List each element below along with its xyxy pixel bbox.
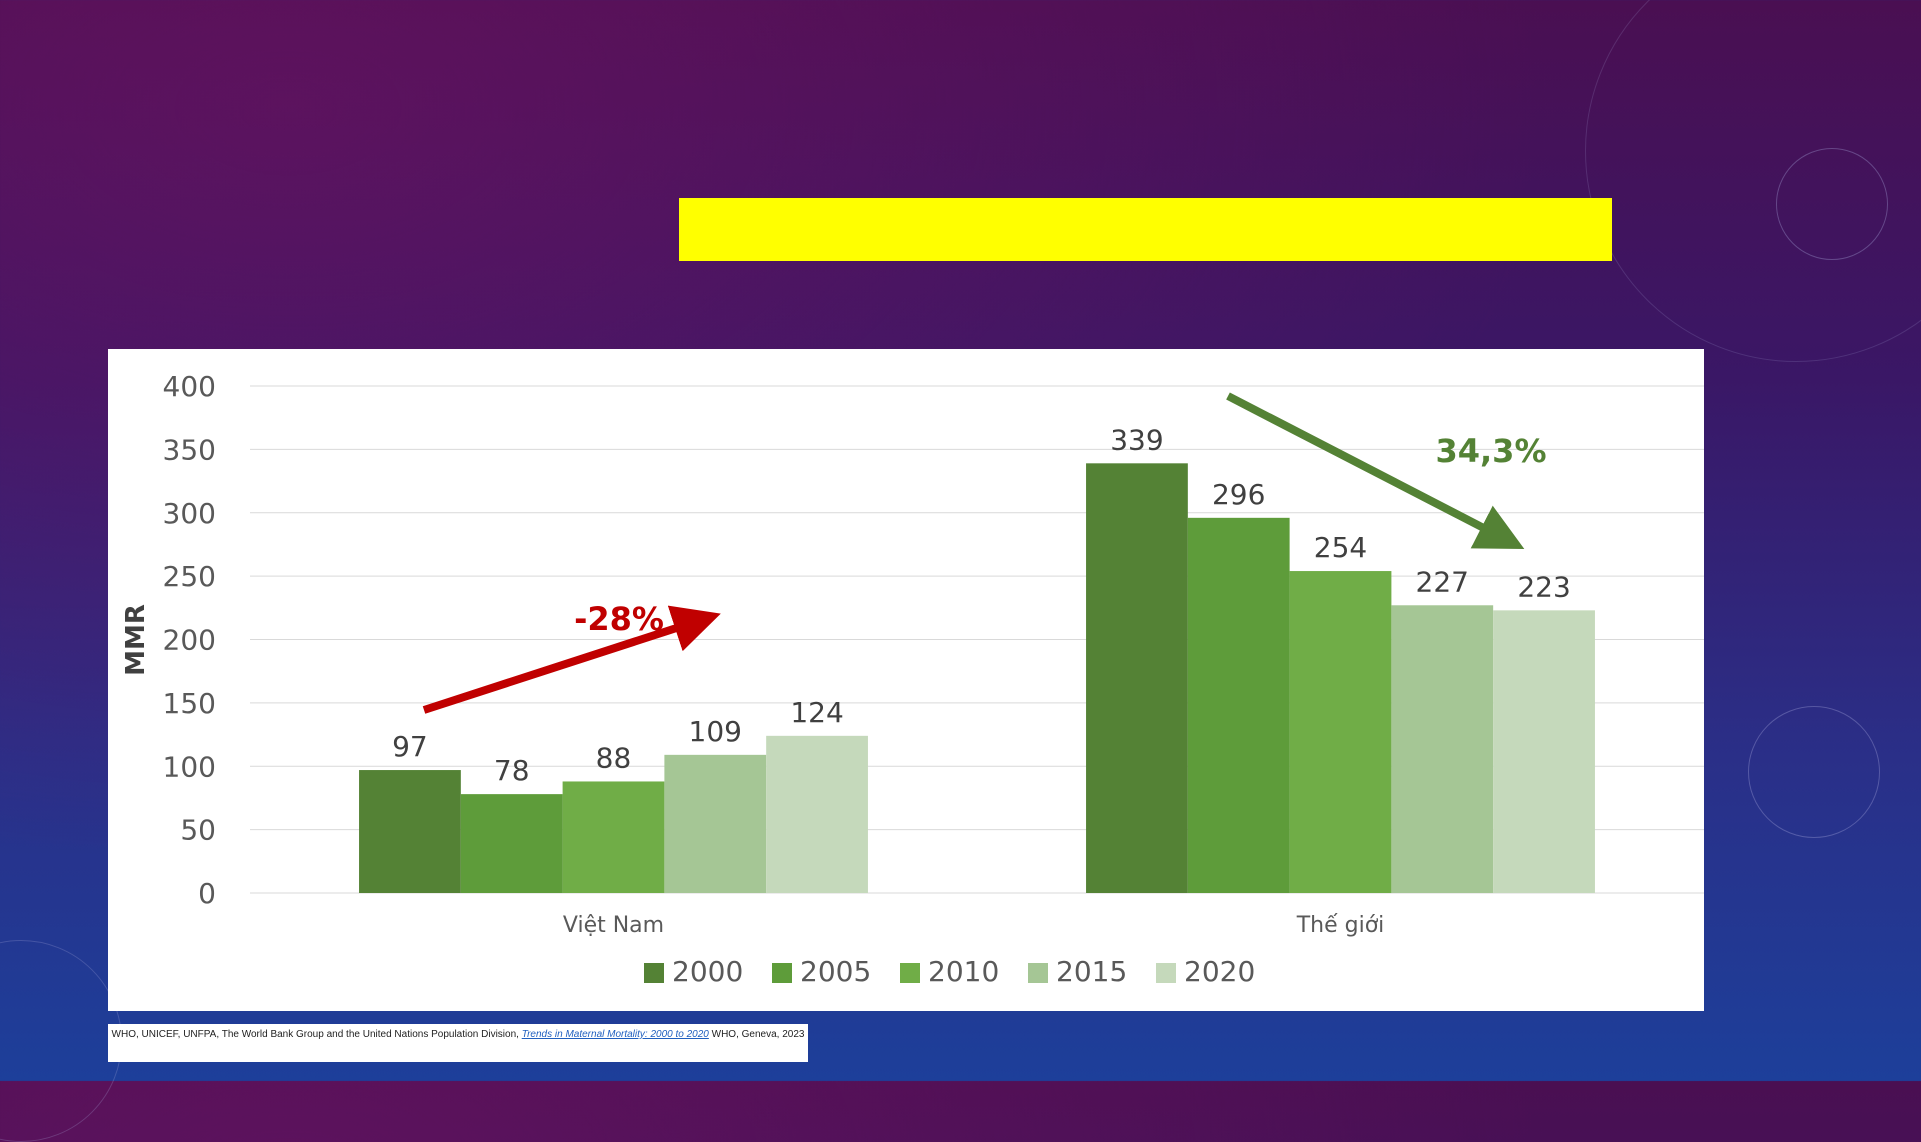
legend-label: 2015 <box>1056 955 1127 988</box>
legend-swatch <box>644 963 664 983</box>
y-tick-label: 300 <box>163 497 216 530</box>
x-tick-label: Thế giới <box>1296 913 1385 938</box>
trend-arrow <box>1226 392 1525 550</box>
title-highlight-bar <box>679 198 1612 261</box>
data-label: 254 <box>1314 531 1367 564</box>
legend-swatch <box>1156 963 1176 983</box>
bar <box>1086 463 1188 893</box>
bar <box>1187 517 1290 893</box>
y-tick-label: 100 <box>163 750 216 783</box>
data-label: 78 <box>494 754 530 787</box>
annotation-label: -28% <box>574 600 664 638</box>
decorative-circle <box>1585 0 1921 362</box>
y-tick-label: 400 <box>163 370 216 403</box>
decorative-circle <box>0 940 122 1142</box>
citation-text-end: WHO, Geneva, 2023 <box>711 1029 805 1040</box>
bar <box>359 770 461 893</box>
citation-text: WHO, UNICEF, UNFPA, The World Bank Group… <box>111 1029 519 1040</box>
legend-swatch <box>900 963 920 983</box>
y-tick-label: 50 <box>180 814 216 847</box>
chart-panel: 0 50 100 150 200 250 300 350 400 MMR 97 78 88 109 124 V… <box>108 349 1704 1011</box>
y-tick-label: 0 <box>198 877 216 910</box>
legend-swatch <box>1028 963 1048 983</box>
decorative-circle <box>1748 706 1880 838</box>
bar <box>1493 610 1595 893</box>
data-label: 88 <box>596 741 632 774</box>
legend-label: 2000 <box>672 955 743 988</box>
annotation-label: 34,3% <box>1435 432 1546 470</box>
bar <box>1391 605 1494 893</box>
mmr-bar-chart: 0 50 100 150 200 250 300 350 400 MMR 97 78 88 109 124 V… <box>121 370 1704 988</box>
citation-link[interactable]: Trends in Maternal Mortality: 2000 to 20… <box>521 1029 709 1040</box>
legend-label: 2010 <box>928 955 999 988</box>
bar <box>1289 571 1392 893</box>
bar <box>562 781 665 893</box>
data-label: 97 <box>392 730 428 763</box>
citation: WHO, UNICEF, UNFPA, The World Bank Group… <box>108 1024 808 1062</box>
data-label: 227 <box>1416 565 1469 598</box>
legend-label: 2005 <box>800 955 871 988</box>
data-label: 339 <box>1110 423 1163 456</box>
data-label: 109 <box>689 715 742 748</box>
legend-swatch <box>772 963 792 983</box>
y-axis-label: MMR <box>121 604 151 676</box>
x-tick-label: Việt Nam <box>563 913 664 938</box>
data-label: 296 <box>1212 478 1265 511</box>
y-tick-label: 200 <box>163 624 216 657</box>
bar <box>664 754 767 893</box>
trend-arrow <box>422 605 721 714</box>
bar <box>766 735 868 893</box>
y-tick-label: 350 <box>163 433 216 466</box>
y-tick-label: 250 <box>163 560 216 593</box>
bar <box>460 794 563 893</box>
y-tick-label: 150 <box>163 687 216 720</box>
data-label: 124 <box>790 696 843 729</box>
legend-label: 2020 <box>1184 955 1255 988</box>
data-label: 223 <box>1517 570 1570 603</box>
